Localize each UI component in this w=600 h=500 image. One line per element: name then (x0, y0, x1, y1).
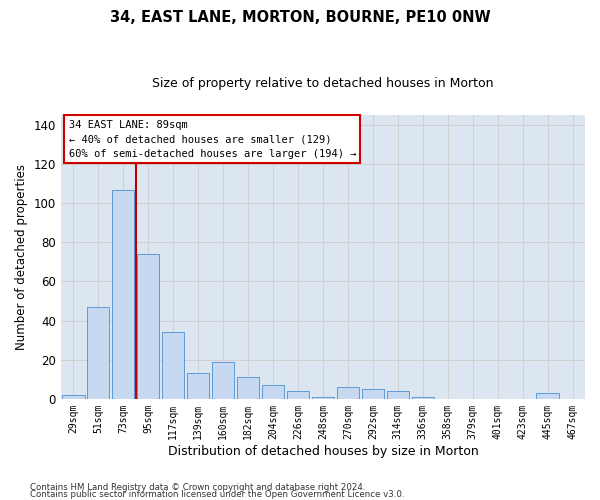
Bar (62, 395, 85, 399)
Bar (87, 307, 109, 399)
Bar (112, 190, 134, 399)
Bar (362, 389, 384, 399)
Y-axis label: Number of detached properties: Number of detached properties (15, 164, 28, 350)
Bar (386, 391, 409, 399)
X-axis label: Distribution of detached houses by size in Morton: Distribution of detached houses by size … (167, 444, 478, 458)
Bar (187, 374, 209, 399)
Text: Contains HM Land Registry data © Crown copyright and database right 2024.: Contains HM Land Registry data © Crown c… (30, 484, 365, 492)
Bar (137, 254, 160, 399)
Text: 34 EAST LANE: 89sqm
← 40% of detached houses are smaller (129)
60% of semi-detac: 34 EAST LANE: 89sqm ← 40% of detached ho… (68, 120, 356, 159)
Text: 34, EAST LANE, MORTON, BOURNE, PE10 0NW: 34, EAST LANE, MORTON, BOURNE, PE10 0NW (110, 10, 490, 25)
Bar (162, 332, 184, 399)
Bar (237, 378, 259, 399)
Bar (536, 393, 559, 399)
Title: Size of property relative to detached houses in Morton: Size of property relative to detached ho… (152, 78, 494, 90)
Text: Contains public sector information licensed under the Open Government Licence v3: Contains public sector information licen… (30, 490, 404, 499)
Bar (212, 362, 234, 399)
Bar (287, 391, 309, 399)
Bar (412, 397, 434, 399)
Bar (311, 397, 334, 399)
Bar (262, 385, 284, 399)
Bar (337, 387, 359, 399)
